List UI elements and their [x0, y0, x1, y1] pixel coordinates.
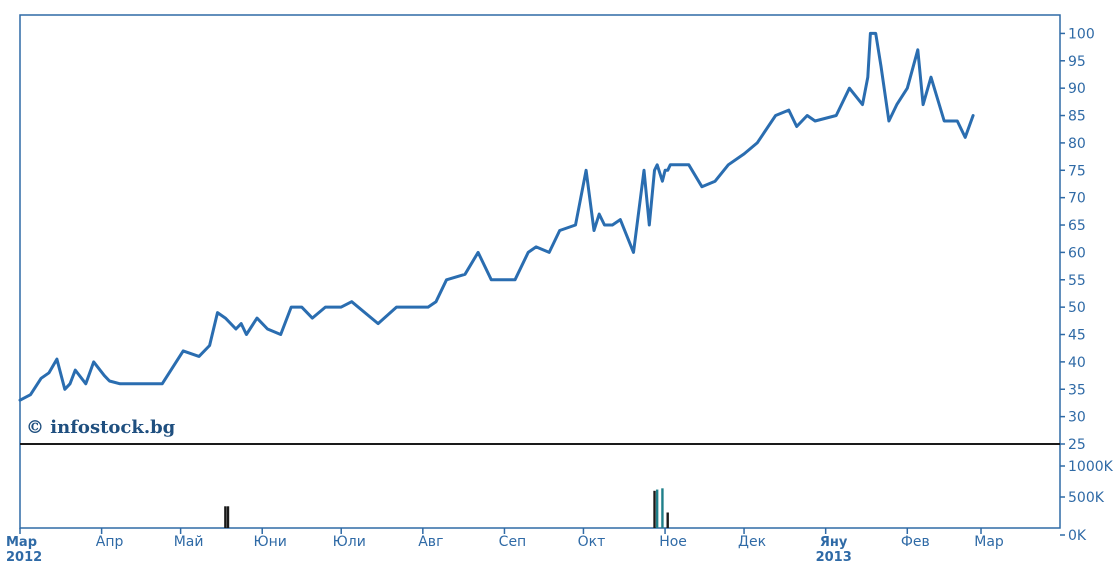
watermark-text: © infostock.bg: [26, 417, 176, 438]
volume-bar: [661, 488, 664, 528]
date-tick-label: Юли: [333, 534, 366, 550]
date-tick-label: Май: [174, 534, 204, 550]
price-tick-label: 45: [1068, 328, 1086, 344]
chart-frame: [19, 14, 1061, 529]
date-tick-label: Фев: [901, 534, 930, 550]
price-tick-label: 30: [1068, 410, 1086, 426]
volume-tick-label: 500K: [1068, 490, 1105, 506]
volume-axis: 0K 500K 1000K: [1060, 459, 1114, 544]
price-tick-label: 55: [1068, 273, 1086, 289]
price-tick-label: 70: [1068, 191, 1086, 207]
price-tick-label: 50: [1068, 300, 1086, 316]
date-tick-label: Авг: [418, 534, 443, 550]
date-tick-label: Сеп: [499, 534, 527, 550]
volume-bar: [224, 506, 227, 528]
price-tick-label: 65: [1068, 218, 1086, 234]
volume-tick-label: 1000K: [1068, 459, 1114, 475]
date-tick-label: Апр: [96, 534, 124, 550]
price-tick-label: 35: [1068, 382, 1086, 398]
date-tick-label: Яну: [820, 535, 848, 550]
date-tick-year: 2013: [816, 550, 852, 564]
volume-bar: [226, 506, 230, 528]
price-tick-label: 60: [1068, 245, 1086, 261]
volume-bar: [655, 489, 659, 528]
date-tick-label: Ное: [659, 534, 687, 550]
date-tick-label: Дек: [738, 534, 766, 550]
price-tick-label: 25: [1068, 437, 1086, 453]
price-tick-label: 90: [1068, 81, 1086, 97]
date-tick-label: Мар: [6, 535, 37, 550]
price-tick-label: 100: [1068, 26, 1095, 42]
volume-bars: [224, 488, 669, 528]
price-tick-label: 75: [1068, 163, 1086, 179]
date-tick-label: Мар: [974, 534, 1004, 550]
price-line: [18, 31, 975, 402]
price-tick-label: 95: [1068, 54, 1086, 70]
price-tick-label: 40: [1068, 355, 1086, 371]
volume-tick-label: 0K: [1068, 528, 1087, 544]
date-tick-label: Юни: [254, 534, 287, 550]
plot-border: [19, 14, 1061, 529]
price-tick-label: 80: [1068, 136, 1086, 152]
volume-bar: [666, 512, 669, 528]
date-tick-label: Окт: [578, 534, 606, 550]
volume-bar: [653, 490, 656, 528]
price-tick-label: 85: [1068, 109, 1086, 125]
date-tick-year: 2012: [6, 550, 42, 564]
price-axis: 25 30 35 40 45 50 55 60 65 70 75 80 85 90 95 100: [1060, 26, 1095, 453]
